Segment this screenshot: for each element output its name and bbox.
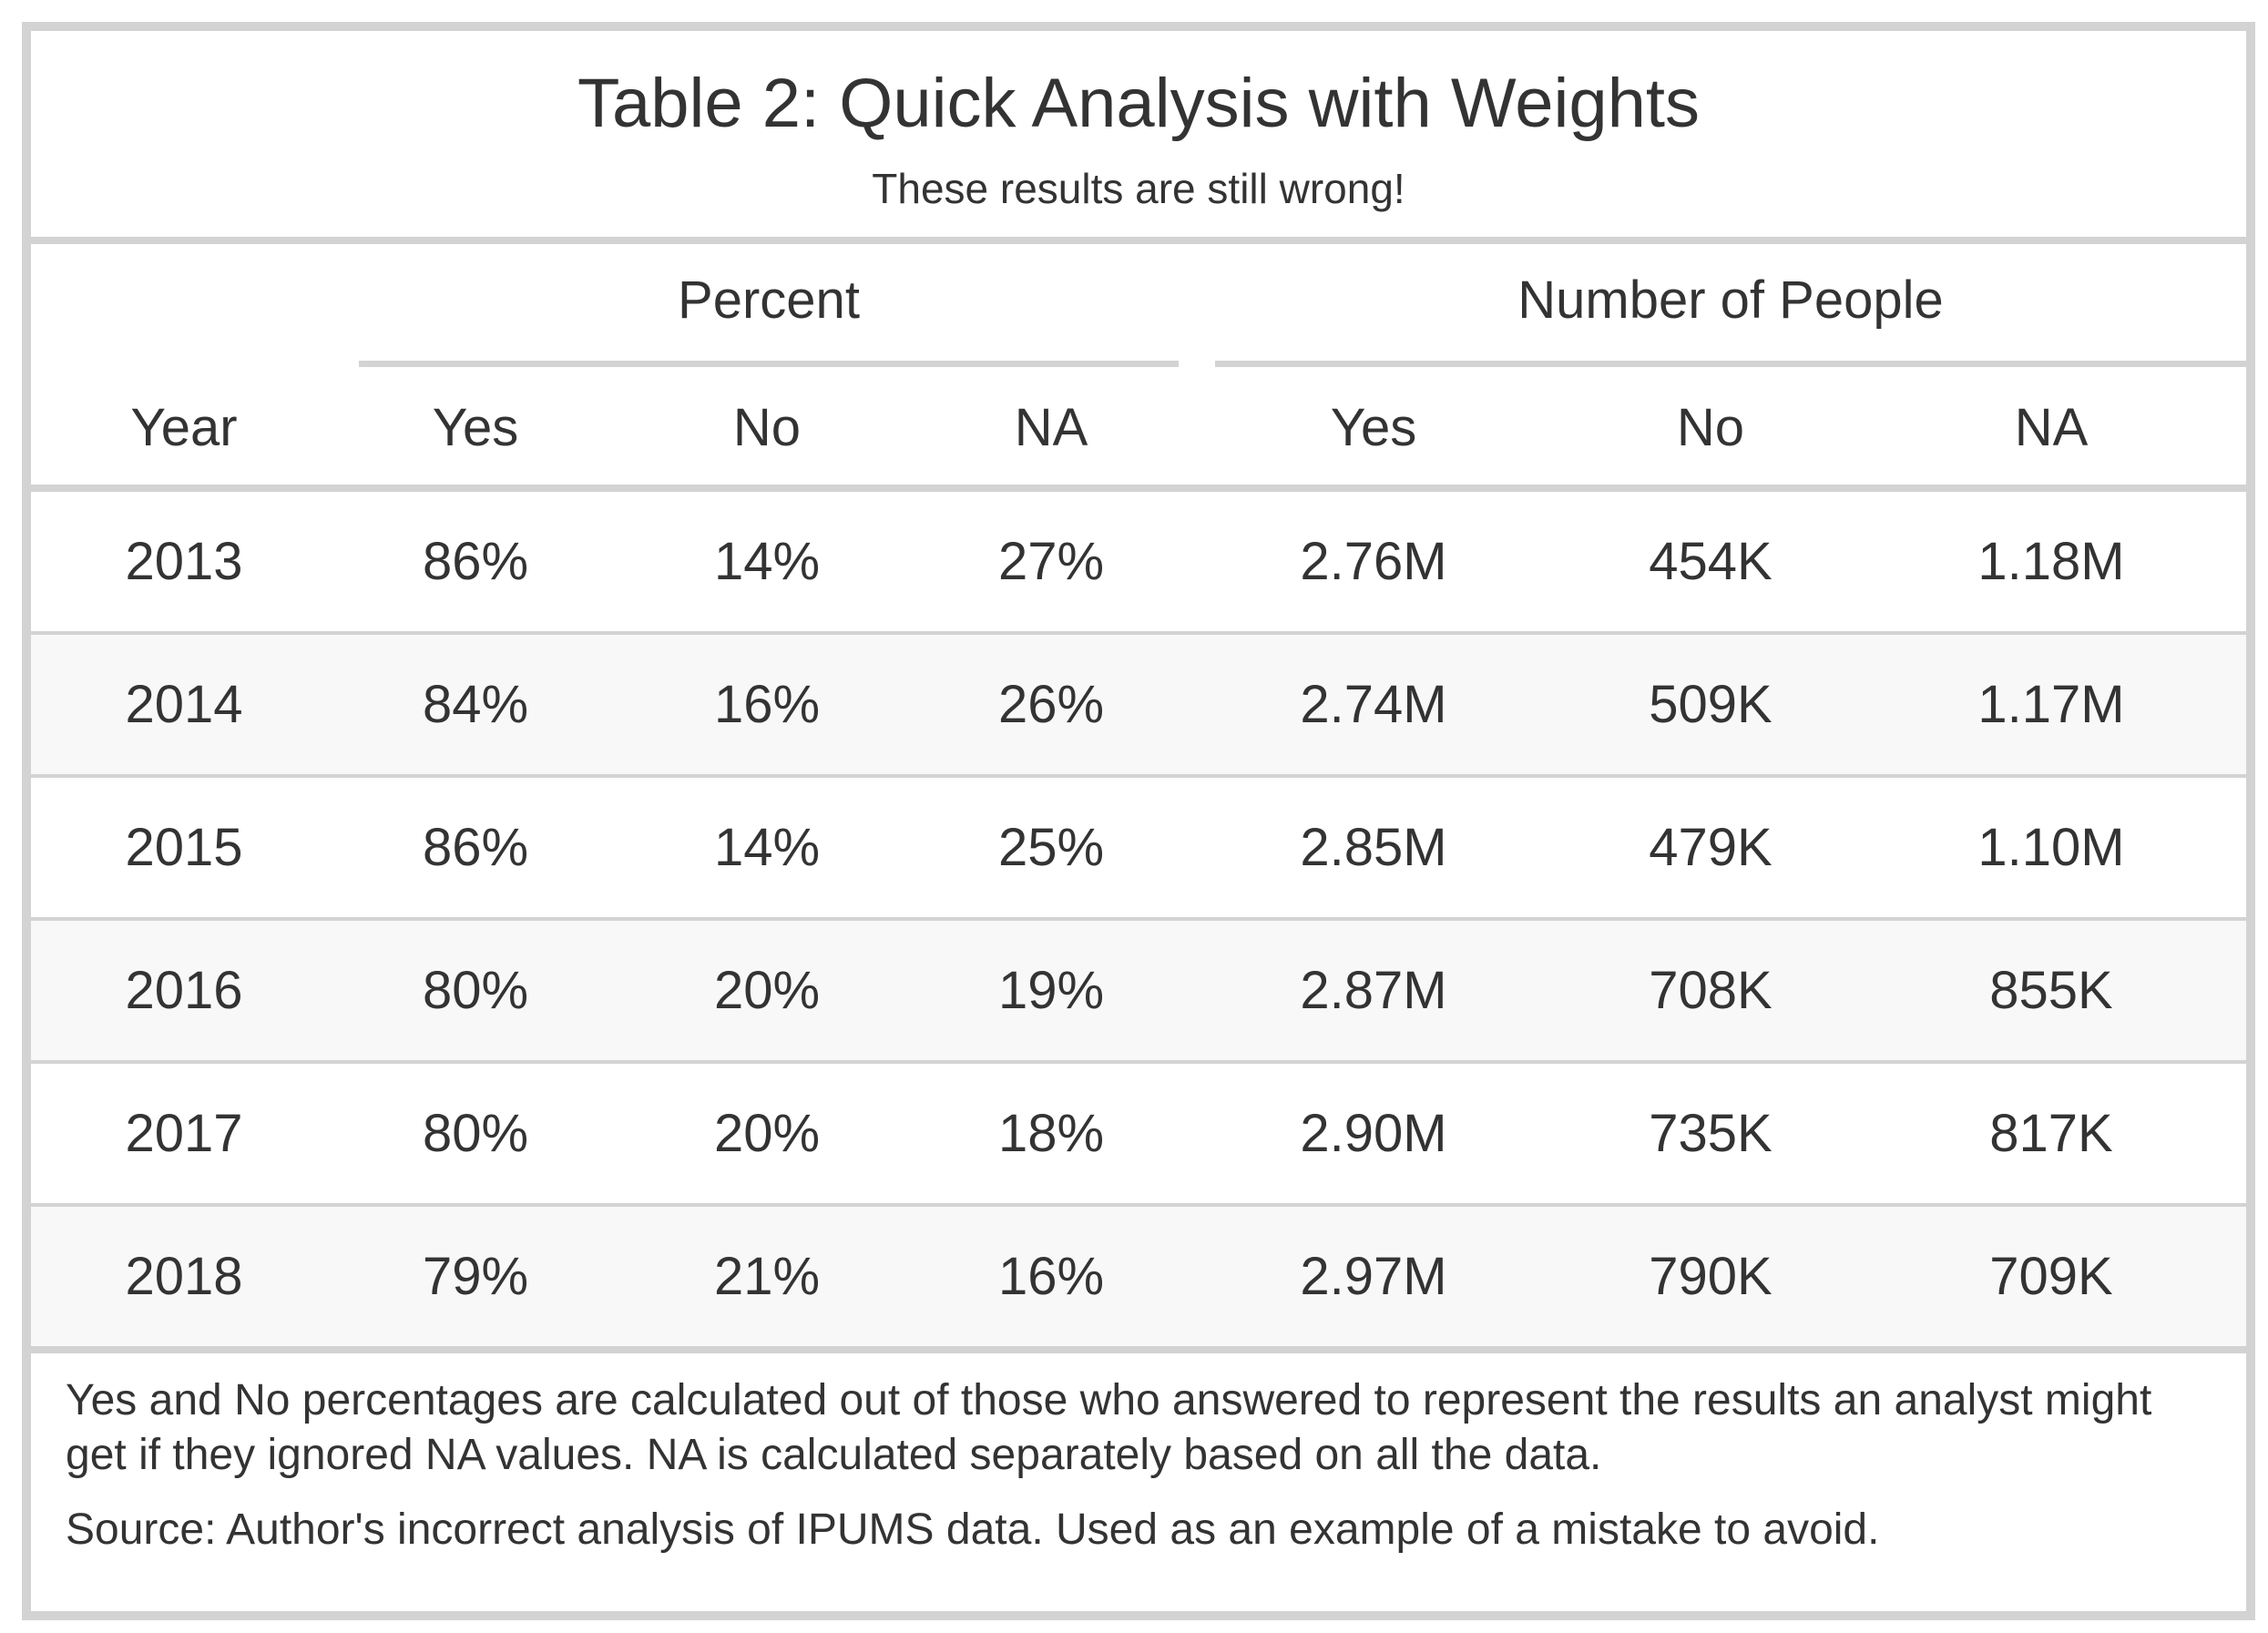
table-row: 2016 80% 20% 19% 2.87M 708K 855K xyxy=(31,921,2246,1060)
table-cell: 709K xyxy=(1989,1247,2113,1306)
header-divider xyxy=(31,485,2246,492)
table-heading: Table 2: Quick Analysis with Weights The… xyxy=(31,31,2246,237)
source-note: Source: Author's incorrect analysis of I… xyxy=(66,1505,1880,1554)
spanner-rule xyxy=(1215,361,2246,367)
column-header: Yes xyxy=(1330,398,1417,457)
spanner-rule xyxy=(359,361,1179,367)
table-cell: 25% xyxy=(997,818,1105,877)
spanner-label: Number of People xyxy=(1517,270,1944,330)
table-cell: 26% xyxy=(997,675,1105,734)
table-cell: 16% xyxy=(713,675,821,734)
table-title: Table 2: Quick Analysis with Weights xyxy=(577,65,1701,142)
table-cell: 20% xyxy=(713,1104,821,1163)
table-cell: 20% xyxy=(713,961,821,1020)
table-cell: 790K xyxy=(1649,1247,1773,1306)
table-cell: 2.74M xyxy=(1300,675,1447,734)
table-cell: 708K xyxy=(1649,961,1773,1020)
table-row: 2017 80% 20% 18% 2.90M 735K 817K xyxy=(31,1064,2246,1203)
table-cell: 855K xyxy=(1989,961,2113,1020)
table-subtitle: These results are still wrong! xyxy=(872,165,1405,212)
table-cell: 1.18M xyxy=(1977,532,2125,591)
row-divider xyxy=(31,1203,2246,1207)
table-cell: 86% xyxy=(422,532,529,591)
table-cell: 509K xyxy=(1649,675,1773,734)
body-divider xyxy=(31,1346,2246,1353)
column-header: Yes xyxy=(432,398,519,457)
spanner-label: Percent xyxy=(678,270,860,330)
row-divider xyxy=(31,631,2246,635)
table-row: 2014 84% 16% 26% 2.74M 509K 1.17M xyxy=(31,635,2246,774)
row-divider xyxy=(31,917,2246,921)
table-row: 2013 86% 14% 27% 2.76M 454K 1.18M xyxy=(31,492,2246,631)
table-cell: 79% xyxy=(422,1247,529,1306)
table-cell: 1.10M xyxy=(1977,818,2125,877)
column-header: NA xyxy=(1014,398,1088,457)
table-cell: 817K xyxy=(1989,1104,2113,1163)
heading-divider xyxy=(31,237,2246,244)
table-cell: 19% xyxy=(997,961,1105,1020)
table-cell: 2.90M xyxy=(1300,1104,1447,1163)
table-cell: 86% xyxy=(422,818,529,877)
row-year: 2015 xyxy=(125,818,243,877)
row-year: 2016 xyxy=(125,961,243,1020)
table-cell: 21% xyxy=(713,1247,821,1306)
table-cell: 735K xyxy=(1649,1104,1773,1163)
column-header: No xyxy=(1676,398,1745,457)
table-cell: 1.17M xyxy=(1977,675,2125,734)
table-cell: 84% xyxy=(422,675,529,734)
table-cell: 454K xyxy=(1649,532,1773,591)
table-cell: 2.85M xyxy=(1300,818,1447,877)
table-cell: 2.87M xyxy=(1300,961,1447,1020)
table-cell: 479K xyxy=(1649,818,1773,877)
row-year: 2014 xyxy=(125,675,243,734)
row-year: 2013 xyxy=(125,532,243,591)
table-cell: 2.76M xyxy=(1300,532,1447,591)
row-year: 2018 xyxy=(125,1247,243,1306)
row-year: 2017 xyxy=(125,1104,243,1163)
table-cell: 80% xyxy=(422,1104,529,1163)
table-frame: Table 2: Quick Analysis with Weights The… xyxy=(22,22,2255,1620)
table-cell: 27% xyxy=(997,532,1105,591)
table-cell: 2.97M xyxy=(1300,1247,1447,1306)
table-cell: 14% xyxy=(713,532,821,591)
column-header: No xyxy=(732,398,802,457)
table-cell: 80% xyxy=(422,961,529,1020)
table-cell: 14% xyxy=(713,818,821,877)
column-header: Year xyxy=(130,398,238,457)
table-row: 2018 79% 21% 16% 2.97M 790K 709K xyxy=(31,1207,2246,1346)
table-cell: 16% xyxy=(997,1247,1105,1306)
table-cell: 18% xyxy=(997,1104,1105,1163)
footnote: Yes and No percentages are calculated ou… xyxy=(66,1376,2152,1479)
table-row: 2015 86% 14% 25% 2.85M 479K 1.10M xyxy=(31,778,2246,917)
row-divider xyxy=(31,774,2246,778)
column-header: NA xyxy=(2014,398,2089,457)
row-divider xyxy=(31,1060,2246,1064)
